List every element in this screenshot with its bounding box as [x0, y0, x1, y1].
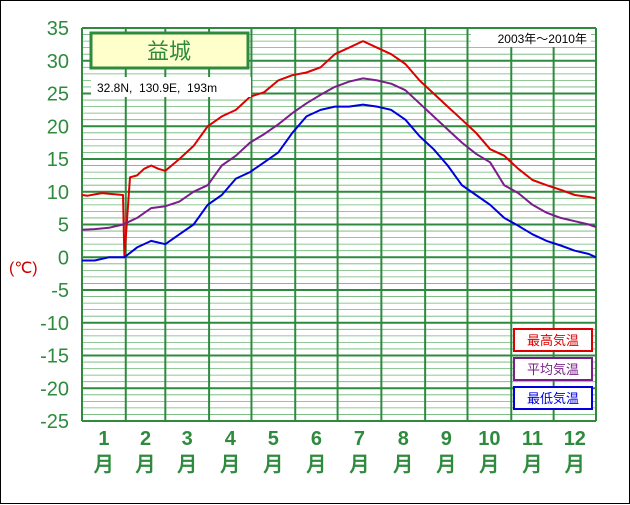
legend-label-1: 平均気温 [527, 362, 579, 378]
x-axis-ticks: 1 月 2 月 3 月 4 月 5 月 6 月 7 月 8 月 9 月 10 月 11 月 12 月 [93, 428, 586, 476]
x-tick-number: 5 [268, 428, 279, 450]
y-axis-unit: (℃) [9, 260, 38, 277]
x-tick-unit: 月 [435, 454, 456, 476]
period-box [471, 29, 591, 47]
x-tick-unit: 月 [392, 454, 413, 476]
chart-title: 益城 [147, 40, 191, 65]
x-tick-unit: 月 [219, 454, 240, 476]
y-tick-label: -25 [40, 411, 69, 433]
x-tick-number: 8 [398, 428, 409, 450]
series-line-2 [82, 103, 597, 262]
series-line-0 [81, 40, 597, 259]
x-tick-number: 9 [441, 428, 452, 450]
period-info: 2003年～2010年 [498, 32, 587, 46]
x-tick-unit: 月 [348, 454, 369, 476]
x-tick-number: 4 [225, 428, 237, 450]
y-axis-ticks: 35 30 25 20 15 10 5 0 -5 -10 -15 -20 -25 [40, 18, 69, 433]
title-box [89, 31, 250, 70]
y-tick-label: 25 [47, 84, 69, 106]
series-layer [81, 40, 597, 262]
y-tick-label: 0 [58, 247, 69, 269]
x-tick-number: 6 [311, 428, 322, 450]
x-tick-unit: 月 [478, 454, 499, 476]
legend-box-2 [513, 386, 593, 410]
legend-label-2: 最低気温 [527, 391, 579, 407]
y-tick-label: -15 [40, 346, 69, 368]
location-box [91, 77, 251, 97]
x-tick-unit: 月 [135, 454, 156, 476]
y-tick-label: 5 [58, 215, 69, 237]
legend-box-0 [513, 328, 593, 352]
location-info: 32.8N, 130.9E, 193m [97, 81, 217, 95]
x-tick-unit: 月 [521, 454, 542, 476]
x-tick-number: 2 [140, 428, 151, 450]
y-tick-label: 10 [47, 182, 69, 204]
x-tick-number: 7 [354, 428, 365, 450]
legend-label-0: 最高気温 [527, 333, 579, 349]
series-line-1 [81, 77, 597, 231]
x-tick-unit: 月 [176, 454, 197, 476]
x-tick-number: 11 [522, 428, 543, 450]
x-tick-number: 10 [478, 428, 500, 450]
y-tick-label: 15 [47, 149, 69, 171]
x-tick-unit: 月 [262, 454, 283, 476]
y-tick-label: 35 [47, 18, 69, 40]
y-tick-label: -10 [40, 313, 69, 335]
y-tick-label: -20 [40, 378, 69, 400]
x-tick-number: 1 [98, 428, 109, 450]
y-tick-label: -5 [51, 280, 69, 302]
x-tick-number: 12 [564, 428, 586, 450]
x-tick-number: 3 [182, 428, 193, 450]
legend-box-1 [513, 357, 593, 381]
x-tick-unit: 月 [93, 454, 114, 476]
y-tick-label: 30 [47, 51, 69, 73]
x-tick-unit: 月 [564, 454, 585, 476]
y-tick-label: 20 [47, 116, 69, 138]
x-tick-unit: 月 [305, 454, 326, 476]
